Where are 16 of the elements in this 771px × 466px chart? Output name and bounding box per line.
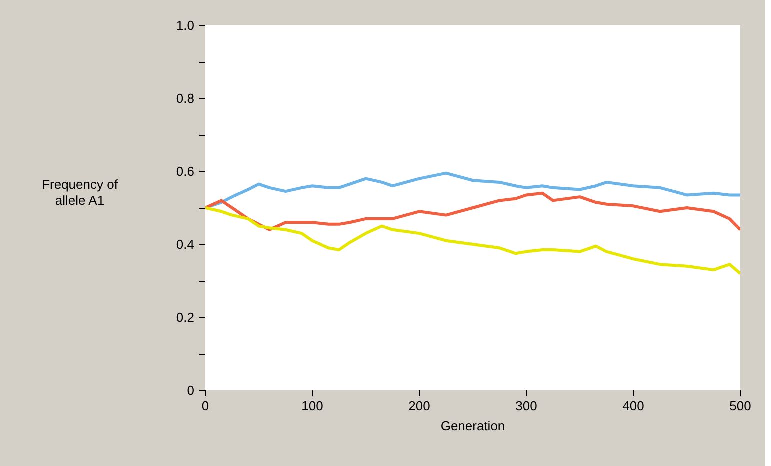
x-tick-label: 200 [408, 398, 430, 414]
x-axis-title: Generation [440, 418, 506, 434]
y-axis-title: Frequency of allele A1 [42, 177, 118, 209]
x-tick-label: 100 [302, 398, 324, 414]
y-tick-label: 0.8 [176, 91, 195, 106]
y-tick-label: 1.0 [176, 18, 195, 33]
x-tick-label: 500 [730, 398, 752, 414]
y-tick-label: 0.2 [176, 310, 195, 325]
x-tick-label: 300 [516, 398, 538, 414]
line-series [206, 206, 740, 276]
x-tick-label: 400 [622, 398, 644, 414]
line-series [206, 192, 740, 232]
y-tick-label: 0.6 [176, 164, 195, 179]
y-tick-label: 0.4 [176, 237, 195, 252]
x-tick-label: 0 [202, 398, 210, 414]
y-tick-label: 0 [187, 383, 195, 398]
